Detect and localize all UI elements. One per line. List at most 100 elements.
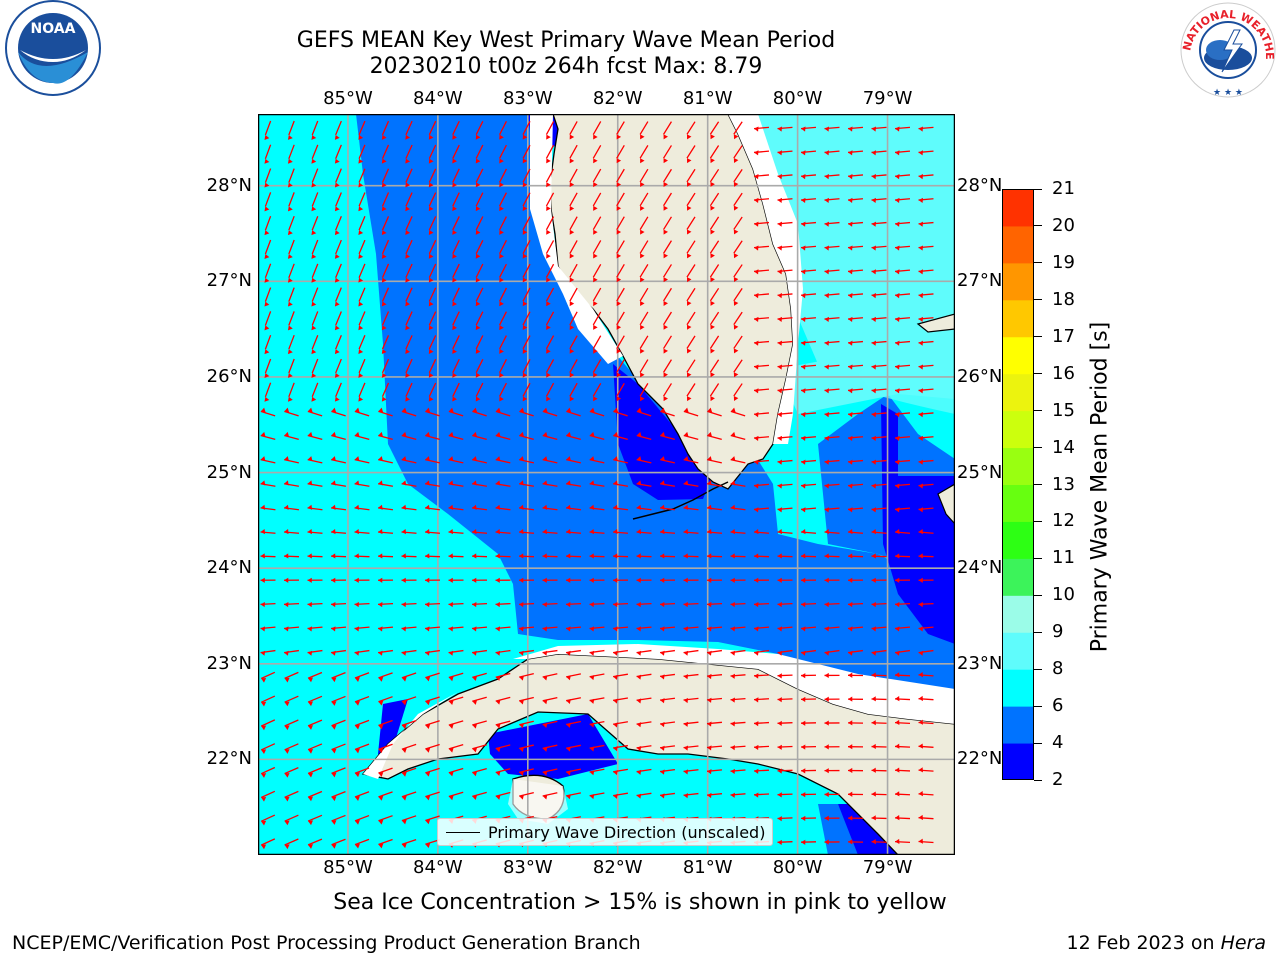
- direction-arrow: [847, 767, 864, 774]
- direction-arrow: [753, 697, 770, 703]
- direction-arrow: [475, 192, 484, 212]
- direction-arrow: [448, 744, 464, 753]
- colorbar-segment: [1002, 521, 1034, 559]
- direction-arrow: [847, 649, 864, 656]
- direction-arrow: [753, 364, 770, 370]
- direction-arrow: [565, 529, 582, 535]
- direction-arrow: [707, 480, 722, 487]
- direction-arrow: [354, 719, 370, 730]
- direction-arrow: [918, 316, 934, 322]
- direction-arrow: [824, 388, 840, 394]
- direction-arrow: [753, 507, 770, 513]
- direction-arrow: [589, 626, 605, 632]
- direction-arrow: [495, 696, 511, 705]
- direction-arrow: [659, 673, 676, 680]
- direction-arrow: [518, 529, 535, 535]
- direction-arrow: [287, 120, 295, 140]
- direction-arrow: [706, 602, 723, 608]
- direction-arrow: [800, 340, 817, 346]
- direction-arrow: [448, 649, 464, 656]
- direction-arrow: [871, 197, 887, 203]
- direction-arrow: [542, 529, 558, 535]
- direction-arrow: [542, 577, 558, 583]
- direction-arrow: [522, 311, 531, 331]
- colorbar: [1002, 189, 1034, 781]
- colorbar-tick-mark: [1034, 410, 1042, 412]
- direction-arrow: [847, 696, 864, 702]
- direction-arrow: [616, 335, 625, 354]
- direction-arrow: [401, 649, 417, 656]
- direction-arrow: [307, 671, 323, 683]
- direction-arrow: [777, 839, 793, 846]
- direction-arrow: [334, 168, 342, 188]
- direction-arrow: [428, 382, 437, 402]
- direction-arrow: [330, 553, 347, 559]
- direction-arrow: [260, 695, 276, 707]
- lon-label: 85°W: [323, 857, 373, 878]
- lon-label: 83°W: [502, 88, 553, 109]
- direction-arrow: [519, 792, 534, 800]
- direction-arrow: [307, 649, 323, 656]
- direction-arrow: [428, 263, 437, 283]
- lon-label: 84°W: [413, 857, 463, 878]
- direction-arrow: [405, 382, 413, 402]
- direction-arrow: [686, 216, 696, 235]
- direction-arrow: [499, 168, 507, 188]
- direction-arrow: [871, 577, 887, 583]
- direction-arrow: [730, 792, 746, 798]
- direction-arrow: [330, 529, 347, 535]
- direction-arrow: [918, 814, 934, 821]
- direction-arrow: [800, 435, 817, 441]
- direction-arrow: [495, 626, 511, 632]
- direction-arrow: [612, 744, 629, 752]
- direction-arrow: [542, 673, 558, 681]
- colorbar-tick-label: 10: [1052, 584, 1075, 606]
- direction-arrow: [334, 239, 342, 259]
- colorbar-segment: [1002, 484, 1034, 522]
- direction-arrow: [918, 197, 934, 203]
- direction-arrow: [499, 287, 507, 307]
- map-panel: [257, 113, 956, 856]
- direction-arrow: [569, 382, 578, 402]
- direction-arrow: [378, 480, 393, 487]
- direction-arrow: [381, 263, 390, 283]
- direction-arrow: [683, 697, 699, 704]
- direction-arrow: [918, 577, 934, 583]
- direction-arrow: [425, 431, 440, 440]
- direction-arrow: [354, 504, 370, 511]
- direction-arrow: [824, 269, 840, 275]
- direction-arrow: [612, 673, 629, 680]
- direction-arrow: [475, 287, 484, 307]
- direction-arrow: [871, 815, 887, 821]
- direction-arrow: [663, 383, 672, 402]
- direction-arrow: [569, 335, 578, 354]
- footer-credit: NCEP/EMC/Verification Post Processing Pr…: [12, 932, 641, 954]
- direction-arrow: [354, 456, 370, 464]
- direction-arrow: [284, 719, 299, 731]
- direction-arrow: [824, 459, 840, 465]
- direction-arrow: [331, 838, 346, 849]
- direction-arrow: [639, 311, 649, 330]
- direction-arrow: [871, 245, 887, 251]
- direction-arrow: [378, 838, 393, 849]
- direction-arrow: [616, 287, 625, 307]
- direction-arrow: [894, 388, 911, 394]
- direction-arrow: [733, 145, 743, 164]
- lon-label: 84°W: [413, 88, 463, 109]
- direction-arrow: [589, 602, 605, 608]
- direction-arrow: [448, 626, 464, 632]
- direction-arrow: [636, 529, 652, 535]
- direction-arrow: [472, 480, 487, 487]
- direction-arrow: [401, 602, 417, 608]
- direction-arrow: [472, 720, 487, 729]
- direction-arrow: [566, 431, 581, 440]
- direction-arrow: [800, 388, 817, 394]
- direction-arrow: [663, 216, 672, 235]
- direction-arrow: [522, 335, 531, 354]
- direction-arrow: [894, 529, 911, 535]
- direction-arrow: [777, 269, 793, 275]
- direction-arrow: [660, 456, 675, 464]
- direction-arrow: [709, 168, 720, 187]
- direction-arrow: [709, 335, 720, 354]
- direction-arrow: [425, 480, 440, 487]
